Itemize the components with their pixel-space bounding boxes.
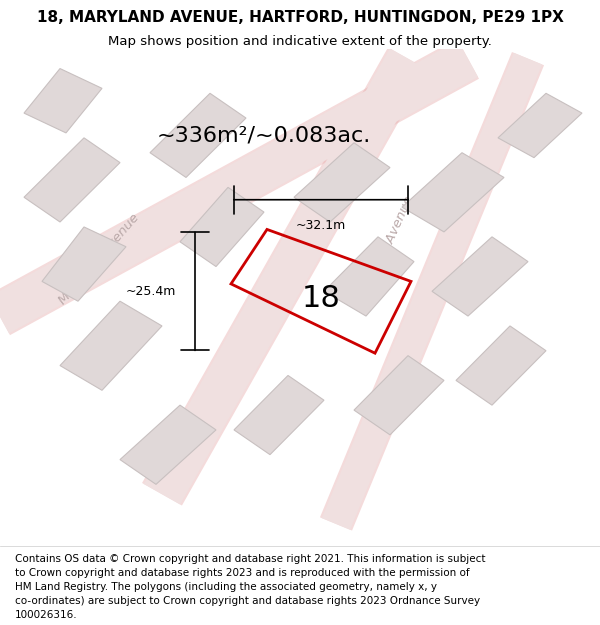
Polygon shape	[234, 376, 324, 454]
Text: HM Land Registry. The polygons (including the associated geometry, namely x, y: HM Land Registry. The polygons (includin…	[15, 582, 437, 592]
Text: 18, MARYLAND AVENUE, HARTFORD, HUNTINGDON, PE29 1PX: 18, MARYLAND AVENUE, HARTFORD, HUNTINGDO…	[37, 10, 563, 25]
Polygon shape	[24, 138, 120, 222]
Text: co-ordinates) are subject to Crown copyright and database rights 2023 Ordnance S: co-ordinates) are subject to Crown copyr…	[15, 596, 480, 606]
Polygon shape	[60, 301, 162, 390]
Polygon shape	[402, 152, 504, 232]
Polygon shape	[24, 69, 102, 133]
Text: ~336m²/~0.083ac.: ~336m²/~0.083ac.	[157, 126, 371, 146]
Polygon shape	[456, 326, 546, 405]
Polygon shape	[354, 356, 444, 435]
Text: ~32.1m: ~32.1m	[296, 219, 346, 231]
Text: Maryland Avenue: Maryland Avenue	[358, 194, 416, 304]
Polygon shape	[432, 237, 528, 316]
Polygon shape	[120, 405, 216, 484]
Polygon shape	[180, 188, 264, 266]
Text: Maryland Avenue: Maryland Avenue	[56, 211, 142, 307]
Polygon shape	[150, 93, 246, 178]
Polygon shape	[324, 237, 414, 316]
Text: 100026316.: 100026316.	[15, 611, 77, 621]
Text: 18: 18	[302, 284, 340, 313]
Polygon shape	[498, 93, 582, 158]
Text: Map shows position and indicative extent of the property.: Map shows position and indicative extent…	[108, 35, 492, 48]
Text: ~25.4m: ~25.4m	[125, 285, 176, 298]
Text: Contains OS data © Crown copyright and database right 2021. This information is : Contains OS data © Crown copyright and d…	[15, 554, 485, 564]
Text: to Crown copyright and database rights 2023 and is reproduced with the permissio: to Crown copyright and database rights 2…	[15, 568, 470, 578]
Polygon shape	[294, 142, 390, 222]
Polygon shape	[42, 227, 126, 301]
